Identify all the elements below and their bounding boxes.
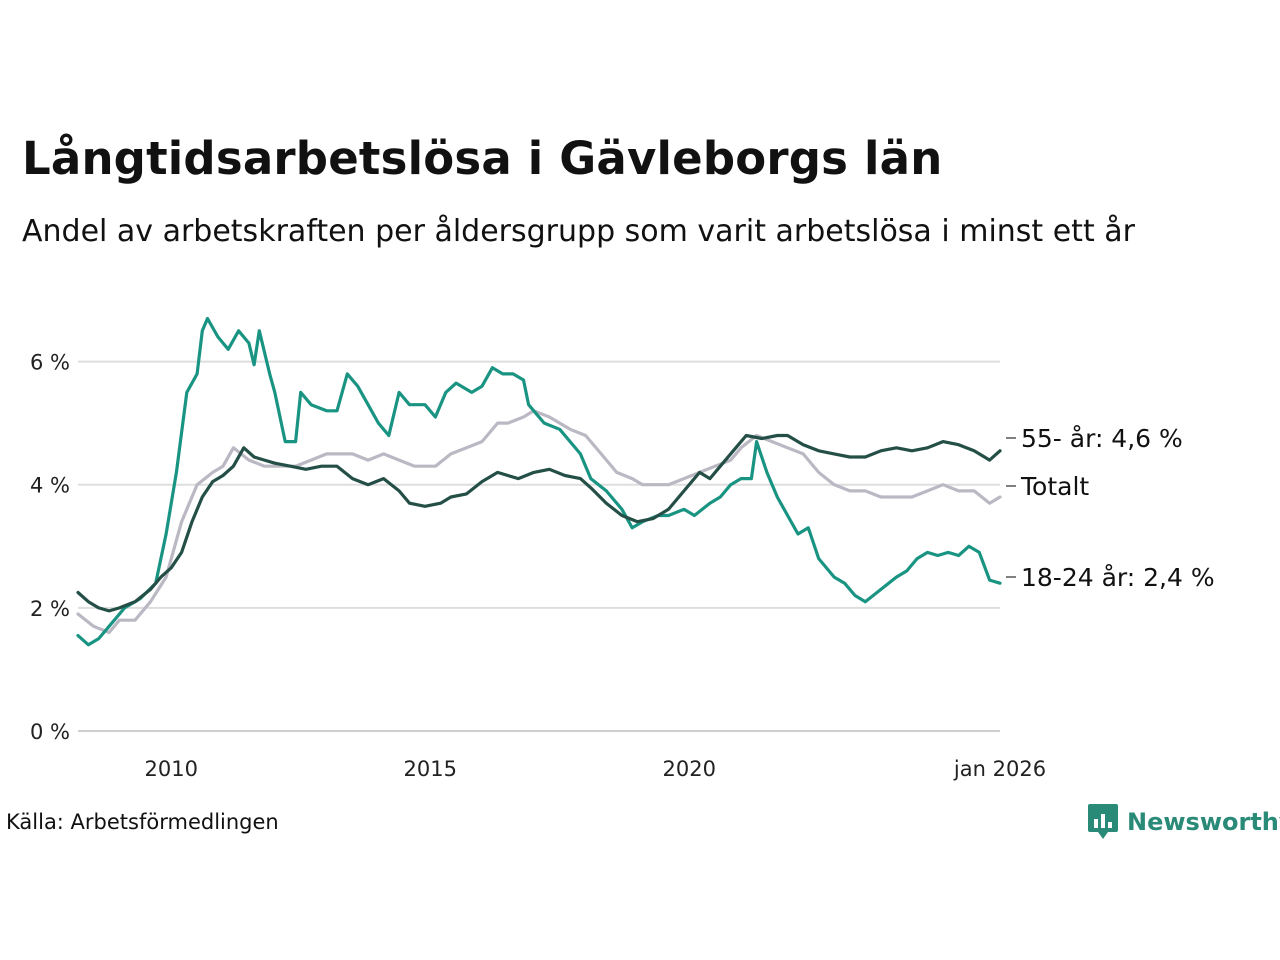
source-note: Källa: Arbetsförmedlingen [6,810,279,834]
series-layer [76,316,1002,647]
brand-name: Newsworthy [1127,808,1280,836]
bar-chart-flag-icon [1088,804,1118,839]
chart-title: Långtidsarbetslösa i Gävleborgs län [22,132,943,185]
end-label-layer: Totalt 18-24 år: 2,4 % 55- år: 4,6 % [1006,424,1215,592]
grid-layer [78,360,1000,732]
series-line-3 [76,433,1002,613]
x-tick-label: 2020 [662,757,715,781]
x-tick-label: 2015 [403,757,456,781]
x-tick-label: jan 2026 [953,757,1046,781]
series-line-2 [76,316,1002,647]
brand-logo: Newsworthy [1088,804,1280,840]
y-tick-label: 6 % [30,351,70,375]
x-tick-label: 2010 [145,757,198,781]
y-tick-label: 2 % [30,597,70,621]
series-end-label: Totalt [1020,472,1089,501]
tick-layer: 0 % 2 % 4 % 6 % 2010 2015 2020 jan 2026 [30,351,1046,781]
chart-subtitle: Andel av arbetskraften per åldersgrupp s… [22,214,1135,249]
y-tick-label: 4 % [30,474,70,498]
y-tick-label: 0 % [30,720,70,744]
series-end-label: 18-24 år: 2,4 % [1021,563,1215,592]
series-end-label: 55- år: 4,6 % [1021,424,1183,453]
